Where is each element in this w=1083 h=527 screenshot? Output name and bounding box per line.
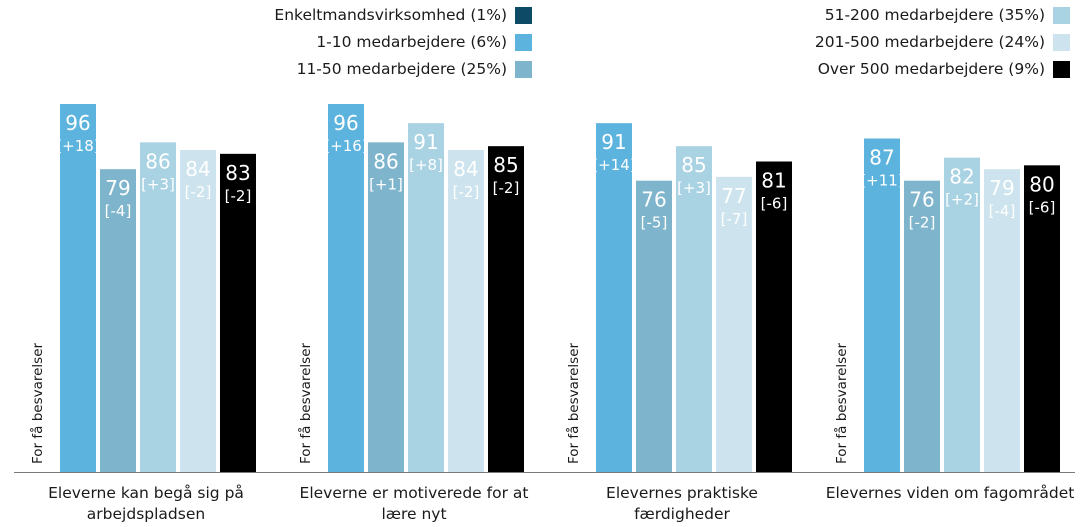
- legend-item-1-10: 1-10 medarbejdere (6%): [316, 33, 532, 51]
- bar: [984, 169, 1020, 472]
- bar: [368, 142, 404, 473]
- bar-diff-label: [-6]: [761, 195, 788, 213]
- legend-item-201-500: 201-500 medarbejdere (24%): [815, 33, 1070, 51]
- bar-diff-label: [+18]: [56, 137, 99, 155]
- bar-diff-label: [-7]: [721, 210, 748, 228]
- bar-diff-label: [+1]: [369, 175, 403, 193]
- bar-value-label: 91: [601, 130, 626, 154]
- bar: [1024, 165, 1060, 473]
- bar: [100, 169, 136, 472]
- legend-item-11-50: 11-50 medarbejdere (25%): [297, 60, 532, 78]
- bar-value-label: 79: [105, 176, 130, 200]
- bar: [864, 138, 900, 472]
- legend-item-over-500: Over 500 medarbejdere (9%): [818, 60, 1070, 78]
- category-label: Elevernes viden om fagområdet: [826, 484, 1075, 502]
- legend-label: Enkeltmandsvirksomhed (1%): [274, 6, 507, 24]
- bar-diff-label: [-4]: [989, 202, 1016, 220]
- bar-value-label: 76: [909, 188, 934, 212]
- category-label: arbejdspladsen: [87, 505, 205, 523]
- missing-data-label: For få besvarelser: [297, 342, 314, 464]
- legend-label: 51-200 medarbejdere (35%): [824, 6, 1045, 24]
- bar-value-label: 81: [761, 169, 786, 193]
- category-label: Eleverne er motiverede for at: [300, 484, 529, 502]
- bar-diff-label: [-5]: [641, 214, 668, 232]
- missing-data-label: For få besvarelser: [29, 342, 46, 464]
- legend-swatch: [1053, 6, 1070, 24]
- bar: [180, 150, 216, 472]
- bar: [944, 157, 980, 472]
- bar: [448, 150, 484, 472]
- bar: [904, 180, 940, 472]
- bar-value-label: 91: [413, 130, 438, 154]
- missing-data-label: For få besvarelser: [833, 342, 850, 464]
- bar-value-label: 85: [493, 153, 518, 177]
- bar-value-label: 86: [145, 149, 170, 173]
- bar-value-label: 80: [1029, 172, 1054, 196]
- bar-value-label: 83: [225, 161, 250, 185]
- bar: [140, 142, 176, 473]
- missing-data-label: For få besvarelser: [565, 342, 582, 464]
- bar-diff-label: [+14]: [592, 156, 635, 174]
- legend-label: 11-50 medarbejdere (25%): [296, 60, 507, 78]
- bar-value-label: 82: [949, 165, 974, 189]
- bar: [596, 123, 632, 473]
- legend-swatch: [515, 6, 532, 24]
- bar-diff-label: [+8]: [409, 156, 443, 174]
- bar-value-label: 86: [373, 149, 398, 173]
- bar-diff-label: [-2]: [493, 179, 520, 197]
- bar-diff-label: [-2]: [909, 214, 936, 232]
- bar: [676, 146, 712, 472]
- bar-value-label: 96: [65, 111, 90, 135]
- bar-value-label: 84: [453, 157, 478, 181]
- legend-swatch: [515, 60, 532, 78]
- bar: [408, 123, 444, 473]
- bar-diff-label: [-4]: [105, 202, 132, 220]
- bar-value-label: 79: [989, 176, 1014, 200]
- bar-diff-label: [+11]: [860, 172, 903, 190]
- category-label: Eleverne kan begå sig på: [48, 484, 244, 502]
- bar: [488, 146, 524, 472]
- bar-diff-label: [-2]: [185, 183, 212, 201]
- category-label: lære nyt: [381, 505, 446, 523]
- bar: [716, 176, 752, 473]
- bar-diff-label: [+2]: [945, 191, 979, 209]
- bar-diff-label: [-2]: [225, 187, 252, 205]
- bar-value-label: 87: [869, 146, 894, 170]
- bar-value-label: 84: [185, 157, 210, 181]
- legend-label: Over 500 medarbejdere (9%): [817, 60, 1045, 78]
- bar: [328, 104, 364, 472]
- legend-swatch: [1053, 33, 1070, 51]
- bar-value-label: 76: [641, 188, 666, 212]
- bar-value-label: 85: [681, 153, 706, 177]
- bar-diff-label: [-2]: [453, 183, 480, 201]
- bar-diff-label: [-6]: [1029, 198, 1056, 216]
- category-label: færdigheder: [634, 505, 730, 523]
- legend-label: 1-10 medarbejdere (6%): [316, 33, 507, 51]
- bar: [60, 104, 96, 472]
- bar: [756, 161, 792, 472]
- bar-value-label: 77: [721, 184, 746, 208]
- legend-swatch: [515, 33, 532, 51]
- bar-value-label: 96: [333, 111, 358, 135]
- legend-item-51-200: 51-200 medarbejdere (35%): [825, 6, 1070, 24]
- bar-diff-label: [+16]: [324, 137, 367, 155]
- bar-diff-label: [+3]: [141, 175, 175, 193]
- category-label: Elevernes praktiske: [606, 484, 758, 502]
- legend-label: 201-500 medarbejdere (24%): [814, 33, 1045, 51]
- bar: [220, 153, 256, 473]
- bar: [636, 180, 672, 472]
- legend-swatch: [1053, 60, 1070, 78]
- legend-item-enkeltmand: Enkeltmandsvirksomhed (1%): [274, 6, 532, 24]
- bar-diff-label: [+3]: [677, 179, 711, 197]
